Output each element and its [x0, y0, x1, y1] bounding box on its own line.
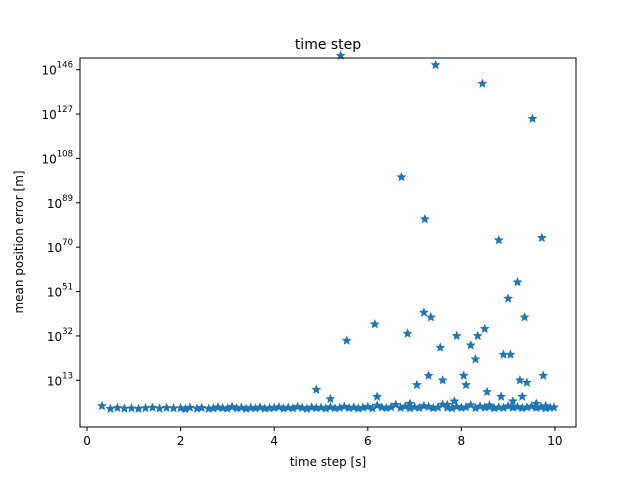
- data-point: [519, 312, 530, 322]
- data-point: [531, 398, 542, 408]
- data-point: [419, 213, 430, 224]
- x-axis: 0 2 4 6 8 10: [83, 427, 563, 448]
- data-point: [426, 312, 436, 322]
- y-tick-label: 10146: [41, 61, 73, 78]
- data-point: [507, 396, 518, 406]
- data-point: [514, 375, 525, 385]
- x-tick-label: 8: [458, 434, 466, 448]
- data-point: [493, 234, 504, 245]
- data-point: [213, 402, 223, 412]
- data-point: [297, 402, 308, 413]
- data-point: [423, 370, 434, 380]
- data-point: [505, 349, 516, 359]
- data-point: [496, 391, 507, 401]
- data-point: [196, 402, 207, 413]
- x-tick-label: 10: [547, 434, 562, 448]
- data-point: [549, 402, 559, 412]
- data-point: [521, 377, 532, 387]
- data-point: [376, 402, 387, 412]
- data-point: [372, 391, 383, 401]
- x-tick-label: 4: [270, 434, 278, 448]
- y-tick-label: 10127: [41, 105, 73, 122]
- data-point: [161, 402, 172, 413]
- data-point: [175, 402, 186, 413]
- y-tick-label: 1089: [47, 194, 73, 211]
- data-point: [442, 402, 453, 412]
- data-point: [538, 370, 549, 380]
- data-point: [503, 293, 514, 303]
- data-point: [493, 402, 504, 412]
- data-point: [536, 232, 547, 243]
- data-point: [306, 402, 317, 412]
- data-point: [396, 171, 407, 182]
- data-point: [479, 323, 490, 334]
- data-point: [540, 400, 551, 411]
- data-point: [126, 403, 137, 413]
- x-tick-label: 2: [177, 434, 185, 448]
- x-tick-label: 6: [364, 434, 372, 448]
- data-point: [147, 402, 158, 412]
- data-point: [449, 396, 460, 406]
- data-point: [217, 402, 228, 413]
- data-points-group: [97, 50, 559, 414]
- data-point: [292, 401, 303, 412]
- data-point: [461, 379, 471, 390]
- data-point: [325, 393, 336, 404]
- data-point: [458, 370, 469, 380]
- y-tick-label: 1013: [47, 371, 73, 388]
- data-point: [437, 375, 448, 385]
- y-axis: 1013 1032 1051 1070 1089 10108 10127 10146: [41, 61, 80, 388]
- data-point: [411, 379, 422, 390]
- data-point: [402, 328, 413, 338]
- data-point: [185, 402, 195, 412]
- data-point: [482, 386, 493, 397]
- data-point: [435, 342, 446, 352]
- data-point: [517, 391, 528, 401]
- data-point: [283, 402, 294, 412]
- data-point: [442, 399, 453, 410]
- data-point: [316, 402, 326, 412]
- x-axis-label: time step [s]: [290, 455, 366, 469]
- y-tick-label: 1051: [47, 283, 73, 300]
- y-tick-label: 1070: [47, 238, 73, 255]
- data-point: [418, 307, 429, 317]
- x-tick-label: 0: [83, 434, 91, 448]
- data-point: [418, 400, 429, 411]
- data-point: [97, 400, 107, 411]
- data-point: [112, 402, 123, 413]
- data-point: [470, 354, 481, 364]
- chart-title: time step: [295, 37, 361, 53]
- data-point: [105, 403, 116, 413]
- data-point: [472, 330, 483, 341]
- data-point: [245, 402, 256, 413]
- y-tick-label: 1032: [47, 327, 73, 344]
- plot-frame: [79, 57, 577, 428]
- data-point: [465, 340, 476, 350]
- data-point: [341, 335, 352, 345]
- data-point: [430, 59, 441, 70]
- data-point: [512, 277, 523, 287]
- y-tick-label: 10108: [41, 149, 73, 166]
- data-point: [451, 330, 462, 341]
- data-point: [527, 113, 538, 123]
- y-axis-label: mean position error [m]: [12, 170, 26, 313]
- data-point: [484, 400, 495, 410]
- data-point: [311, 384, 322, 394]
- data-point: [477, 78, 488, 88]
- data-point: [404, 398, 415, 408]
- data-point: [369, 319, 380, 329]
